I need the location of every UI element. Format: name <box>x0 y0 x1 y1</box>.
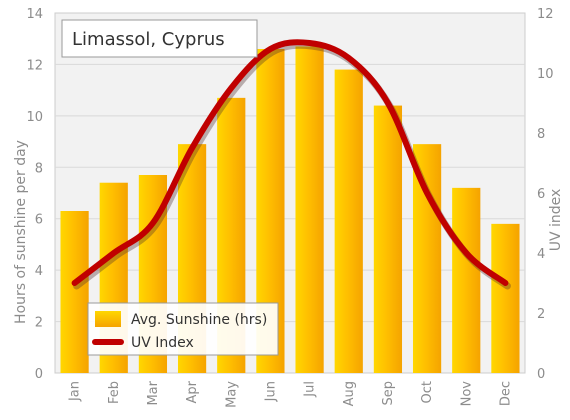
y-tick-label: 2 <box>35 316 43 331</box>
bar-aug <box>334 69 363 374</box>
y-tick-label: 0 <box>35 367 43 382</box>
bar-nov <box>452 187 481 373</box>
y2-tick-label: 8 <box>537 127 545 142</box>
x-tick-label: Jul <box>303 381 318 398</box>
y-tick-label: 8 <box>35 161 43 176</box>
x-tick-label: Dec <box>498 381 513 406</box>
bar-sep <box>373 105 403 374</box>
chart-title: Limassol, Cyprus <box>72 29 225 50</box>
x-tick-label: Mar <box>146 380 161 405</box>
chart-title-box: Limassol, Cyprus <box>61 19 258 58</box>
x-tick-label: Jun <box>263 381 278 402</box>
y2-axis-title: UV index <box>548 189 564 252</box>
y-tick-label: 14 <box>26 7 43 22</box>
x-tick-label: Feb <box>107 381 122 404</box>
x-tick-label: Nov <box>459 381 474 407</box>
y-tick-label: 4 <box>35 264 43 279</box>
bar-dec <box>491 223 520 373</box>
y2-tick-label: 10 <box>537 67 554 82</box>
legend: Avg. Sunshine (hrs) UV Index <box>87 302 279 356</box>
y2-tick-label: 0 <box>537 367 545 382</box>
x-tick-label: Jan <box>68 381 83 402</box>
y2-tick-label: 4 <box>537 247 545 262</box>
y2-tick-label: 6 <box>537 187 545 202</box>
y-tick-label: 12 <box>26 58 43 73</box>
y2-tick-label: 12 <box>537 7 554 22</box>
legend-label-sunshine: Avg. Sunshine (hrs) <box>131 312 267 328</box>
title-box-frame <box>61 19 258 58</box>
left-axis-ticks: 0 2 4 6 8 10 12 14 <box>26 7 43 382</box>
bar-oct <box>412 144 442 373</box>
x-axis-ticks: Jan Feb Mar Apr May Jun Jul Aug Sep Oct Nov Dec <box>68 380 514 408</box>
y2-tick-label: 2 <box>537 307 545 322</box>
right-axis-ticks: 0 2 4 6 8 10 12 <box>537 7 554 382</box>
uv-line <box>71 39 511 290</box>
x-tick-label: Aug <box>342 381 357 406</box>
legend-swatch-sunshine <box>95 311 121 327</box>
bar-jul <box>295 46 324 374</box>
y-axis-title: Hours of sunshine per day <box>13 140 29 324</box>
legend-label-uv: UV Index <box>131 335 194 351</box>
y-tick-label: 10 <box>26 110 43 125</box>
y-tick-label: 6 <box>35 213 43 228</box>
sunshine-bars <box>60 46 520 374</box>
uv-line-path <box>71 39 509 286</box>
bar-jan <box>60 211 89 373</box>
x-tick-label: Oct <box>420 381 435 403</box>
x-tick-label: Apr <box>185 380 200 403</box>
x-tick-label: May <box>224 381 239 408</box>
x-tick-label: Sep <box>381 381 396 406</box>
